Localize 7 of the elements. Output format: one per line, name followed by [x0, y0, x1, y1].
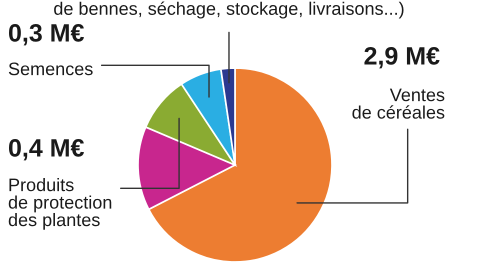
slice-label: Semences — [8, 62, 93, 76]
slice-label: Ventes de céréales — [352, 88, 444, 119]
data-label: 2,9 M€ — [364, 47, 440, 68]
data-label: 0,3 M€ — [8, 24, 84, 46]
data-label: 0,4 M€ — [8, 139, 84, 160]
text: de bennes, séchage, stockage, livraisons...) — [54, 1, 404, 19]
slice-label: Produits de protection des plantes — [8, 178, 112, 230]
